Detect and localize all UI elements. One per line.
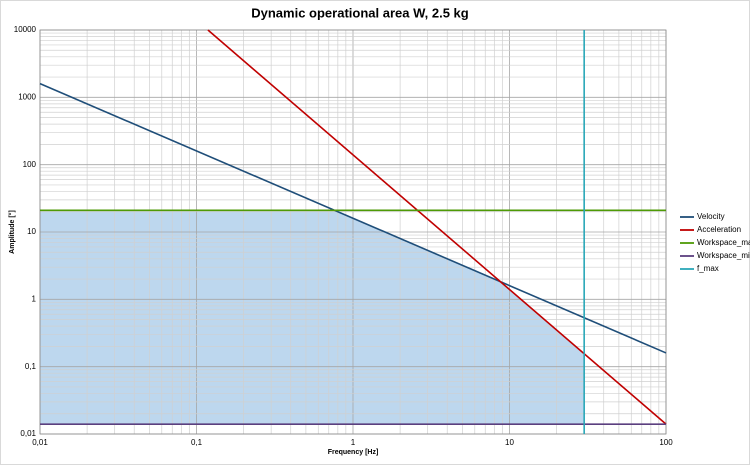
legend-label: Velocity	[697, 212, 725, 221]
chart-title: Dynamic operational area W, 2.5 kg	[251, 5, 469, 20]
y-tick-label: 1000	[18, 92, 36, 101]
y-tick-label: 10000	[14, 25, 37, 34]
series-line	[39, 82, 667, 354]
legend-label: Workspace_max	[697, 238, 750, 247]
y-tick-label: 100	[23, 160, 37, 169]
x-tick-label: 0,1	[191, 438, 203, 447]
x-tick-label: 1	[351, 438, 356, 447]
plot-frame	[39, 29, 667, 435]
x-axis-label: Frequency [Hz]	[328, 449, 379, 456]
legend-label: Acceleration	[697, 225, 741, 234]
x-tick-label: 0,01	[32, 438, 48, 447]
operational-area	[40, 210, 585, 425]
legend-label: Workspace_min	[697, 251, 750, 260]
y-axis-label: Amplitude [°]	[8, 210, 16, 254]
legend-label: f_max	[697, 264, 719, 273]
y-tick-label: 0,01	[20, 429, 36, 438]
y-tick-label: 1	[32, 294, 37, 303]
y-tick-label: 0,1	[25, 362, 37, 371]
x-tick-label: 10	[505, 438, 514, 447]
series-line	[207, 29, 667, 425]
y-tick-label: 10	[27, 227, 36, 236]
x-tick-label: 100	[659, 438, 673, 447]
